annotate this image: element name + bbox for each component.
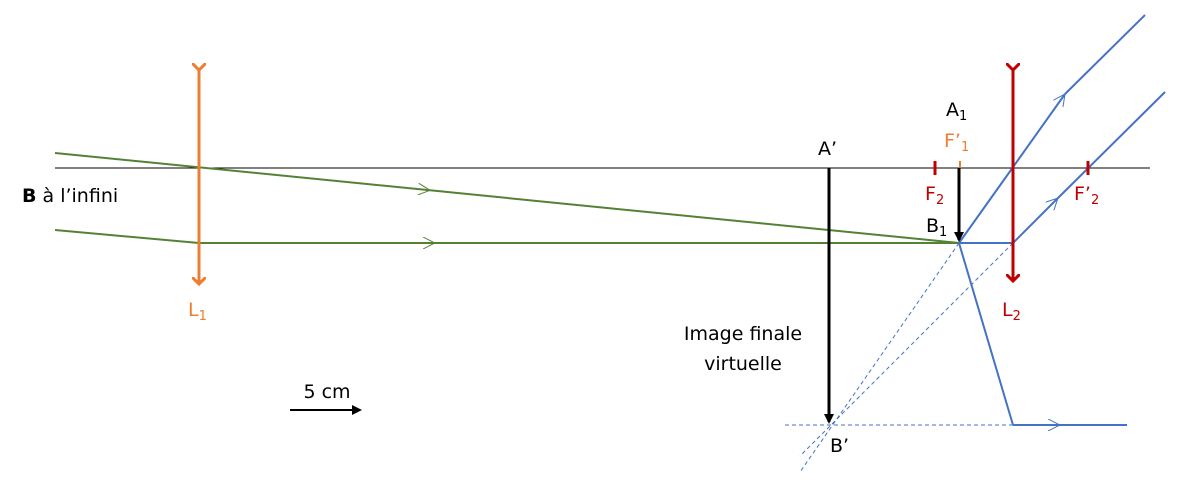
b1-sub: 1 [939, 225, 947, 240]
a1-label: A1 [946, 99, 967, 124]
lens2-label: L2 [1002, 299, 1021, 324]
lens1-label: L1 [188, 299, 207, 324]
lens1-sub: 1 [199, 309, 207, 324]
a1-main: A [946, 99, 959, 121]
a1-sub: 1 [959, 109, 967, 124]
f2-prime-main: F’ [1074, 183, 1091, 205]
f2-sub: 2 [936, 193, 944, 208]
lens1-main: L [188, 299, 199, 321]
final-image-line2: virtuelle [704, 353, 782, 375]
f2-prime-sub: 2 [1091, 193, 1099, 208]
f1-prime-main: F’ [944, 130, 961, 152]
f1-prime-sub: 1 [961, 140, 969, 155]
image-arrows [824, 168, 964, 424]
focal-marks [933, 161, 1090, 175]
lens2-main: L [1002, 299, 1013, 321]
a-prime-label: A’ [818, 138, 837, 160]
f2-prime-label: F’2 [1074, 183, 1099, 208]
b1-label: B1 [926, 215, 947, 240]
f2-main: F [925, 183, 936, 205]
scale-label: 5 cm [303, 381, 350, 403]
b-prime-label: B’ [830, 435, 849, 457]
source-rest: à l’infini [36, 185, 118, 207]
virtual-rays [785, 242, 1014, 473]
source-label: B à l’infini [22, 185, 118, 207]
green-rays [54, 152, 960, 243]
source-bold: B [22, 185, 36, 207]
blue-rays [958, 14, 1166, 425]
final-image-line1: Image finale [684, 323, 802, 345]
b1-main: B [926, 215, 939, 237]
f1-prime-label: F’1 [944, 130, 969, 155]
f2-label: F2 [925, 183, 944, 208]
lens2-sub: 2 [1013, 309, 1021, 324]
